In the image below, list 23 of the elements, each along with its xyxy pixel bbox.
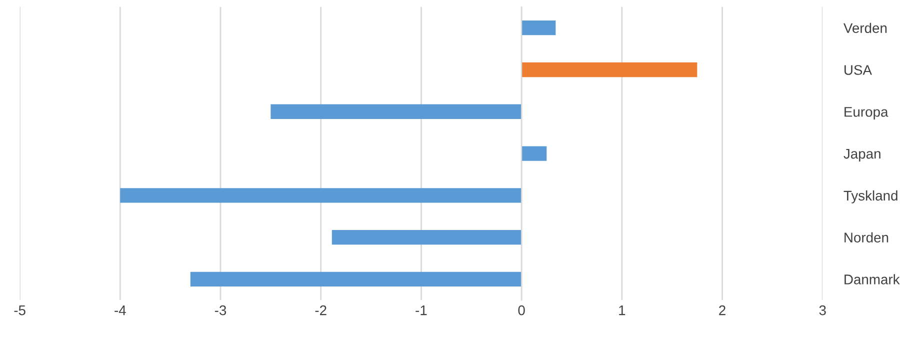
bar: [522, 20, 556, 36]
x-tick-label: -5: [14, 306, 26, 316]
x-tick-label: 1: [619, 306, 626, 316]
bar: [522, 146, 547, 161]
y-tick-label: Danmark: [844, 274, 900, 284]
bar: [190, 272, 522, 287]
x-tick-label: -3: [214, 305, 226, 316]
bar: [120, 188, 522, 203]
x-tick-label: -2: [315, 305, 326, 316]
bar: [270, 104, 522, 119]
y-tick-label: Norden: [844, 232, 888, 242]
y-tick-label: Tyskland: [844, 190, 898, 204]
y-tick-label: USA: [844, 65, 872, 75]
x-tick-label: 3: [819, 305, 826, 316]
bar: [332, 230, 522, 245]
x-tick-label: 0: [518, 305, 525, 316]
y-tick-label: Verden: [843, 22, 887, 34]
y-tick-label: Europa: [844, 107, 888, 120]
x-tick-label: -4: [114, 306, 126, 316]
x-tick-label: -1: [416, 306, 427, 316]
y-tick-label: Japan: [844, 149, 880, 162]
bar: [522, 62, 698, 78]
x-tick-label: 2: [719, 305, 726, 316]
